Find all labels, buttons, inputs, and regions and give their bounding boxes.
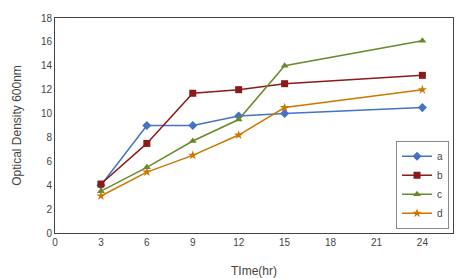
svg-text:0: 0 (46, 228, 52, 239)
svg-text:24: 24 (417, 237, 429, 248)
svg-text:6: 6 (144, 237, 150, 248)
svg-text:15: 15 (279, 237, 291, 248)
svg-text:14: 14 (41, 60, 53, 71)
svg-text:3: 3 (98, 237, 104, 248)
svg-text:16: 16 (41, 36, 53, 47)
svg-text:18: 18 (41, 13, 53, 24)
svg-text:Optical Density 600nm: Optical Density 600nm (10, 65, 24, 186)
svg-text:8: 8 (46, 132, 52, 143)
svg-text:18: 18 (325, 237, 337, 248)
svg-text:c: c (437, 189, 442, 200)
svg-text:12: 12 (41, 84, 53, 95)
svg-text:6: 6 (46, 156, 52, 167)
svg-text:0: 0 (52, 237, 58, 248)
svg-text:12: 12 (233, 237, 245, 248)
svg-text:10: 10 (41, 108, 53, 119)
svg-text:d: d (437, 208, 443, 219)
svg-text:a: a (437, 151, 443, 162)
svg-text:21: 21 (371, 237, 383, 248)
svg-text:9: 9 (190, 237, 196, 248)
svg-text:4: 4 (46, 180, 52, 191)
svg-text:TIme(hr): TIme(hr) (231, 264, 277, 278)
svg-text:2: 2 (46, 204, 52, 215)
svg-text:b: b (437, 170, 443, 181)
